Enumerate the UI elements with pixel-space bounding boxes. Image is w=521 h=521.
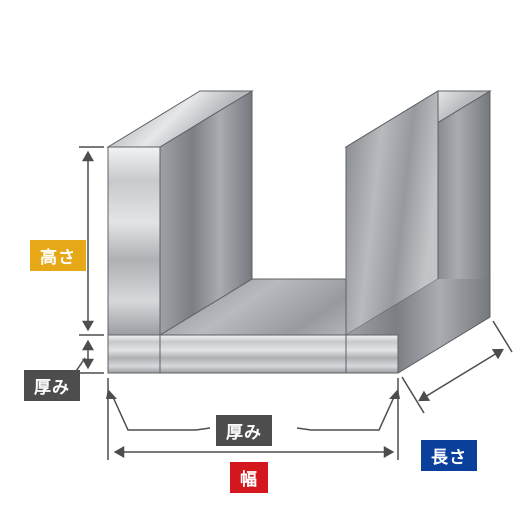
label-thickness2: 厚み: [216, 415, 272, 446]
label-length: 長さ: [421, 440, 477, 471]
u-channel: [108, 91, 490, 373]
label-thickness1: 厚み: [24, 370, 80, 401]
label-height: 高さ: [30, 240, 86, 271]
label-width: 幅: [230, 462, 268, 493]
